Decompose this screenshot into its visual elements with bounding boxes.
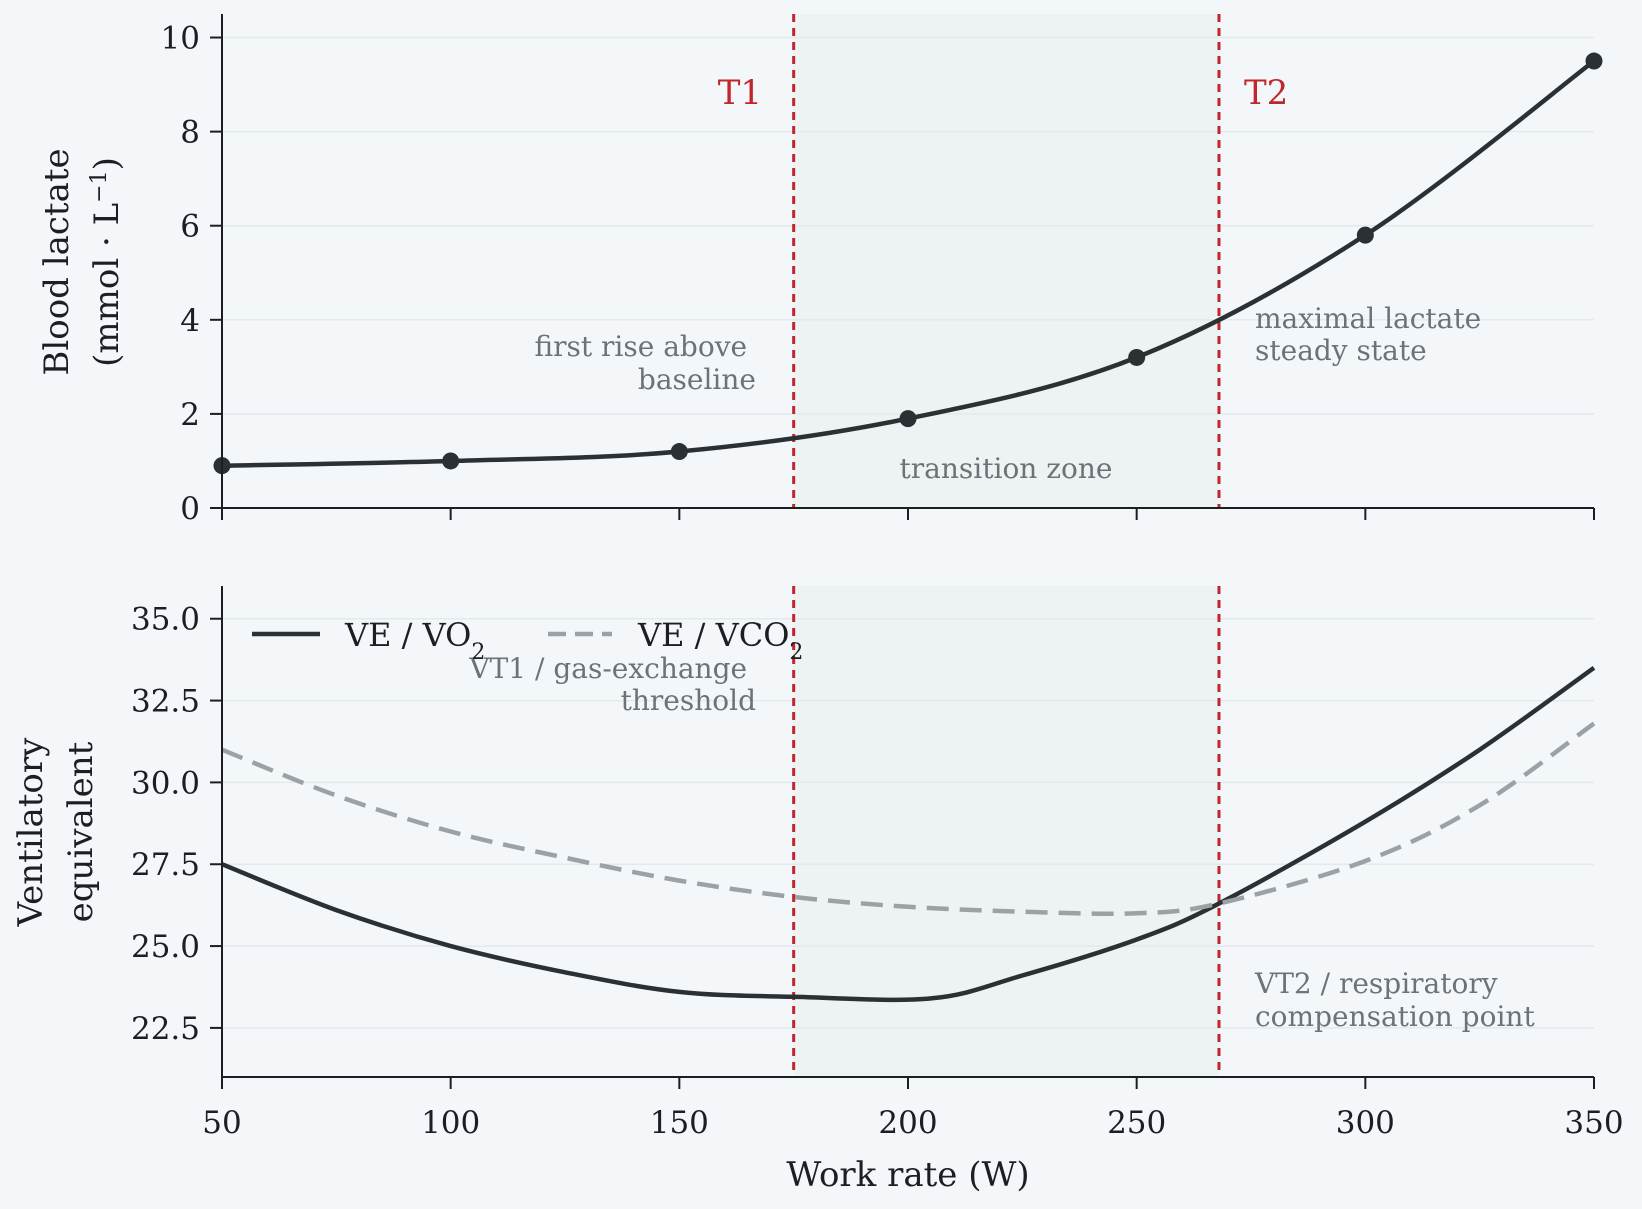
lactate-panel: 0 2 4 6 8 10 Blood lactate (mmol · L−1) T1 T2… xyxy=(37,14,1603,527)
lactate-transition-zone xyxy=(793,14,1219,508)
x-tick-label: 50 xyxy=(202,1105,241,1141)
lactate-y-ticks: 0 2 4 6 8 10 xyxy=(161,21,222,527)
lactate-y-axis-title: Blood lactate xyxy=(37,148,77,375)
ventilatory-y-axis-title: Ventilatory xyxy=(11,737,51,928)
y-tick-label: 22.5 xyxy=(131,1011,200,1047)
ventilatory-grid xyxy=(222,617,1594,1029)
data-point xyxy=(1356,226,1374,244)
ventilatory-x-ticks: 50 100 150 200 250 300 350 xyxy=(202,1077,1624,1141)
t1-label: T1 xyxy=(718,73,762,113)
y-tick-label: 4 xyxy=(180,303,200,339)
y-tick-label: 10 xyxy=(161,21,200,57)
lactate-data-points xyxy=(213,52,1603,475)
annotation-vt1: VT1 / gas-exchange threshold xyxy=(468,652,756,717)
annotation-vt2: VT2 / respiratory compensation point xyxy=(1254,967,1535,1033)
x-tick-label: 300 xyxy=(1336,1105,1395,1141)
x-tick-label: 350 xyxy=(1564,1105,1623,1141)
x-tick-label: 100 xyxy=(421,1105,480,1141)
ve-vco2-curve xyxy=(221,721,1596,917)
y-tick-label: 8 xyxy=(180,115,200,151)
lactate-threshold-lines xyxy=(792,14,1221,508)
y-tick-label: 32.5 xyxy=(131,684,200,720)
t2-label: T2 xyxy=(1244,73,1288,113)
data-point xyxy=(670,443,688,461)
legend-label-ve-vco2: VE / VCO2 xyxy=(637,616,803,665)
ventilatory-y-ticks: 22.5 25.0 27.5 30.0 32.5 35.0 xyxy=(131,602,222,1047)
y-tick-label: 27.5 xyxy=(131,847,200,883)
ventilatory-panel: 22.5 25.0 27.5 30.0 32.5 35.0 50 100 150 200 250 3… xyxy=(11,586,1624,1195)
y-tick-label: 0 xyxy=(180,491,200,527)
data-point xyxy=(899,410,917,428)
ventilatory-y-axis-title-2: equivalent xyxy=(61,741,101,922)
y-tick-label: 30.0 xyxy=(131,765,200,801)
legend: VE / VO2 VE / VCO2 xyxy=(252,616,803,665)
y-tick-label: 6 xyxy=(180,209,200,245)
x-tick-label: 250 xyxy=(1107,1105,1166,1141)
legend-label-ve-vo2: VE / VO2 xyxy=(344,616,485,665)
transition-zone-label: transition zone xyxy=(900,452,1113,485)
data-point xyxy=(442,452,460,470)
ventilatory-transition-zone xyxy=(793,586,1219,1077)
data-point xyxy=(1585,52,1603,70)
y-tick-label: 2 xyxy=(180,397,200,433)
x-tick-label: 200 xyxy=(878,1105,937,1141)
x-tick-label: 150 xyxy=(650,1105,709,1141)
y-tick-label: 35.0 xyxy=(131,602,200,638)
lactate-y-axis-units: (mmol · L−1) xyxy=(87,157,128,367)
ve-vo2-curve xyxy=(221,665,1596,1003)
annotation-first-rise: first rise above baseline xyxy=(534,330,756,396)
data-point xyxy=(1128,348,1146,366)
lactate-x-ticks xyxy=(221,508,1595,520)
x-axis-title: Work rate (W) xyxy=(786,1155,1029,1195)
y-tick-label: 25.0 xyxy=(131,929,200,965)
annotation-mlss: maximal lactate steady state xyxy=(1255,302,1490,367)
